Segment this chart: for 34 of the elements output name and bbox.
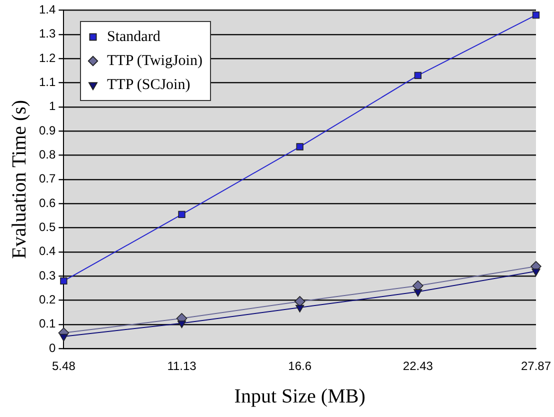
point: [296, 143, 304, 150]
point: [414, 289, 422, 297]
x-tick-label: 22.43: [402, 359, 434, 374]
x-tick-label: 27.87: [520, 359, 552, 374]
y-tick-label: 0: [48, 340, 56, 355]
x-tick-label: 5.48: [52, 359, 76, 374]
y-tick-label: 1.3: [38, 26, 56, 41]
y-tick-label: 0.3: [38, 268, 56, 282]
point: [296, 304, 304, 312]
point: [177, 320, 186, 328]
y-tick-label: 0.2: [38, 292, 56, 307]
point: [178, 210, 186, 218]
point: [59, 334, 68, 342]
y-tick-label: 1.2: [38, 50, 56, 65]
y-tick-label: 0.5: [38, 220, 56, 234]
y-tick-label: 0.9: [38, 123, 56, 138]
y-tick-label: 0.6: [38, 196, 56, 210]
y-tick-label: 0.8: [38, 148, 56, 162]
legend-label: TTP (SCJoin): [107, 76, 190, 94]
y-tick-label: 1: [48, 99, 56, 114]
y-axis-title: Evaluation Time (s): [8, 100, 30, 259]
y-tick-label: 0.4: [38, 244, 56, 258]
legend-label: Standard: [107, 28, 160, 46]
point: [532, 11, 540, 19]
x-tick-label: 11.13: [167, 359, 197, 374]
x-axis-title: Input Size (MB): [234, 385, 366, 408]
x-tick-label: 16.6: [288, 359, 312, 374]
point: [414, 72, 422, 80]
y-tick-label: 1.4: [38, 2, 56, 17]
y-tick-label: 1.1: [38, 75, 56, 90]
point: [532, 268, 540, 276]
y-tick-label: 0.7: [38, 172, 56, 186]
y-tick-label: 0.1: [38, 316, 56, 331]
legend-label: TTP (TwigJoin): [107, 52, 202, 70]
